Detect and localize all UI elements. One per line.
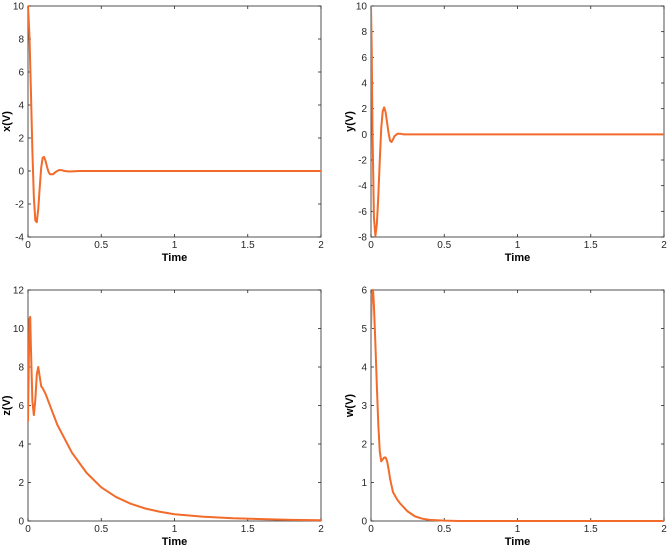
x-tick-label: 0.5 — [437, 240, 451, 251]
x-tick-label: 1 — [515, 524, 521, 535]
x-tick-label: 0 — [25, 524, 31, 535]
y-tick-label: 2 — [361, 104, 367, 115]
y-tick-label: 2 — [18, 134, 24, 145]
y-tick-label: 6 — [18, 401, 24, 412]
y-tick-label: 10 — [356, 2, 368, 13]
y-tick-label: -4 — [15, 233, 24, 244]
y-tick-label: -2 — [358, 156, 367, 167]
series-line-1 — [28, 5, 321, 224]
x-tick-label: 0 — [368, 524, 374, 535]
x-tick-label: 1 — [172, 524, 178, 535]
y-tick-label: 0 — [18, 167, 24, 178]
chart-1: 0 0.5 1 1.5 2 -4 -2 0 2 4 6 8 10 Time x(V) — [1, 2, 324, 265]
x-tick-label: 0.5 — [94, 240, 108, 251]
x-tick-label: 1 — [515, 240, 521, 251]
x-tick-label: 2 — [661, 524, 667, 535]
axes-frame — [370, 289, 665, 522]
x-tick-label: 2 — [318, 524, 324, 535]
y-tick-label: 4 — [18, 440, 24, 451]
x-axis-label: Time — [162, 252, 187, 264]
y-tick-label: 6 — [361, 286, 367, 297]
y-tick-label: 0 — [361, 130, 367, 141]
y-tick-label: 0 — [18, 517, 24, 528]
y-tick-label: 3 — [361, 401, 367, 412]
x-tick-label: 2 — [318, 240, 324, 251]
x-tick-label: 0 — [368, 240, 374, 251]
y-tick-label: 4 — [361, 79, 367, 90]
x-tick-label: 0 — [25, 240, 31, 251]
series-line-1 — [28, 315, 321, 522]
y-tick-label: 8 — [18, 363, 24, 374]
y-tick-label: -6 — [358, 207, 367, 218]
x-axis-label: Time — [162, 536, 187, 548]
chart-4: 0 0.5 1 1.5 2 0 1 2 3 4 5 6 Time w(V) — [344, 286, 667, 549]
x-tick-label: 1.5 — [241, 524, 255, 535]
y-tick-label: 6 — [361, 53, 367, 64]
y-tick-label: 10 — [13, 2, 25, 13]
x-tick-label: 0.5 — [94, 524, 108, 535]
y-tick-label: 2 — [18, 478, 24, 489]
x-tick-label: 1.5 — [584, 240, 598, 251]
y-tick-label: 4 — [18, 101, 24, 112]
x-tick-label: 2 — [661, 240, 667, 251]
y-tick-label: 4 — [361, 363, 367, 374]
y-tick-label: 8 — [18, 35, 24, 46]
axes-frame — [27, 289, 322, 522]
chart-2: 0 0.5 1 1.5 2 -8 -6 -4 -2 0 2 4 6 8 10 Time y(V) — [344, 2, 667, 265]
y-tick-label: 6 — [18, 68, 24, 79]
y-axis-label: x(V) — [1, 111, 13, 132]
y-axis-label: z(V) — [1, 395, 13, 416]
x-tick-label: 0.5 — [437, 524, 451, 535]
y-tick-label: 10 — [13, 324, 25, 335]
y-axis-label: w(V) — [344, 394, 356, 419]
y-axis-label: y(V) — [344, 111, 356, 132]
y-tick-label: 8 — [361, 27, 367, 38]
x-axis-label: Time — [505, 536, 530, 548]
series-line-1 — [371, 5, 664, 237]
x-axis-label: Time — [505, 252, 530, 264]
x-tick-label: 1.5 — [241, 240, 255, 251]
y-tick-label: -8 — [358, 233, 367, 244]
series-line-1 — [371, 289, 664, 522]
y-tick-label: 12 — [13, 286, 25, 297]
y-tick-label: -2 — [15, 200, 24, 211]
y-tick-label: 1 — [361, 478, 367, 489]
y-tick-label: 5 — [361, 324, 367, 335]
axes-frame — [27, 5, 322, 238]
axes-frame — [370, 5, 665, 238]
y-tick-label: 2 — [361, 440, 367, 451]
chart-3: 0 0.5 1 1.5 2 0 2 4 6 8 10 12 Time z(V) — [1, 286, 324, 549]
x-tick-label: 1 — [172, 240, 178, 251]
y-tick-label: 0 — [361, 517, 367, 528]
x-tick-label: 1.5 — [584, 524, 598, 535]
y-tick-label: -4 — [358, 181, 367, 192]
